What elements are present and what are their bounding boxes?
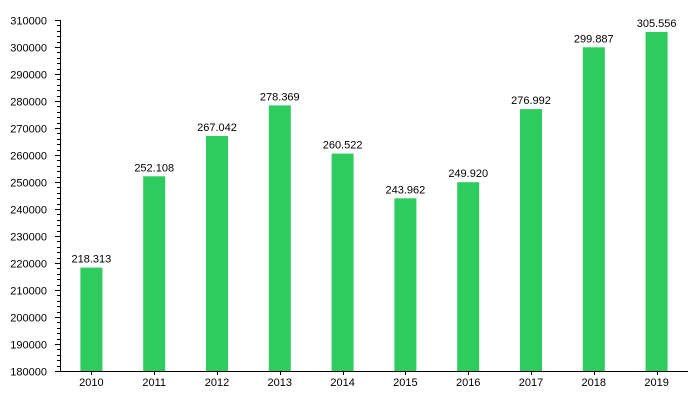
bar-2015 [394, 198, 417, 371]
y-tick-label: 250000 [10, 178, 47, 190]
data-label-2016: 249.920 [448, 168, 488, 180]
y-tick-label: 210000 [10, 286, 47, 298]
bar-2010 [80, 267, 103, 371]
bar-2012 [206, 136, 228, 371]
data-label-2017: 276.992 [511, 95, 551, 107]
x-tick-label-2019: 2019 [644, 377, 668, 389]
data-label-2011: 252.108 [134, 162, 174, 174]
y-tick-label: 180000 [10, 367, 47, 379]
data-label-2015: 243.962 [386, 184, 426, 196]
bar-2013 [268, 105, 291, 372]
y-tick-label: 300000 [10, 43, 47, 55]
y-tick-label: 220000 [10, 259, 47, 271]
data-label-2014: 260.522 [323, 140, 363, 152]
y-axis: 180000 190000 200000 210000 220000 230000 2400… [10, 16, 61, 379]
x-tick-label-2017: 2017 [519, 377, 543, 389]
y-tick-label: 200000 [10, 313, 47, 325]
bar-2014 [331, 153, 354, 371]
x-tick-label-2018: 2018 [582, 377, 606, 389]
y-tick-label: 230000 [10, 232, 47, 244]
bars-group [80, 32, 668, 372]
bar-2017 [520, 109, 542, 371]
bar-2011 [143, 176, 166, 371]
data-labels-group: 218.313 252.108 267.042 278.369 260.522 243.9… [72, 18, 677, 266]
data-label-2012: 267.042 [197, 122, 237, 134]
data-label-2018: 299.887 [574, 33, 614, 45]
bar-2019 [645, 32, 668, 371]
x-tick-label-2012: 2012 [205, 377, 229, 389]
x-tick-label-2015: 2015 [393, 377, 417, 389]
y-tick-label: 290000 [10, 70, 47, 82]
x-tick-label-2013: 2013 [268, 377, 292, 389]
y-tick-label: 280000 [10, 97, 47, 109]
y-tick-label: 260000 [10, 151, 47, 163]
bar-2018 [582, 47, 605, 372]
data-label-2019: 305.556 [637, 18, 677, 30]
x-tick-label-2010: 2010 [79, 377, 103, 389]
y-tick-label: 190000 [10, 340, 47, 352]
y-tick-label: 240000 [10, 205, 47, 217]
data-label-2010: 218.313 [72, 254, 112, 266]
x-tick-label-2016: 2016 [456, 377, 480, 389]
x-axis: 2010 2011 2012 2013 2014 2015 2016 2017 2018 2019 [60, 371, 688, 389]
bar-2016 [457, 182, 480, 371]
y-tick-label: 270000 [10, 124, 47, 136]
y-tick-label: 310000 [10, 16, 47, 28]
x-tick-label-2011: 2011 [142, 377, 166, 389]
data-label-2013: 278.369 [260, 91, 300, 103]
x-tick-label-2014: 2014 [330, 377, 354, 389]
